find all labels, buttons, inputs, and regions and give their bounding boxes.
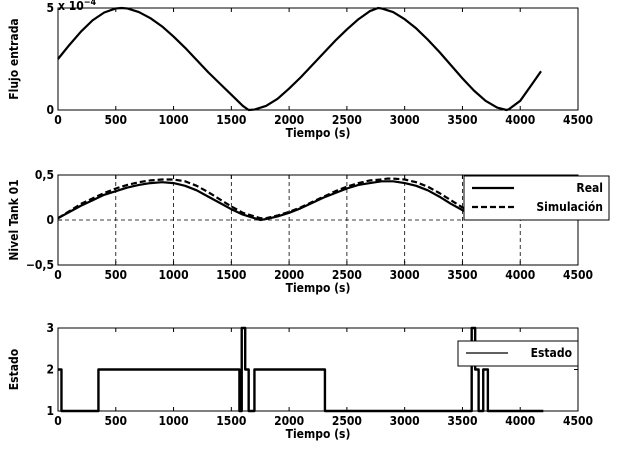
- x-tick-label: 3000: [390, 268, 420, 282]
- x-tick-label: 3500: [447, 113, 477, 127]
- x-tick-label: 4000: [505, 113, 535, 127]
- series-line-1: [57, 180, 475, 222]
- x-tick-label: 1000: [159, 414, 189, 428]
- x-tick-label: 4000: [505, 414, 535, 428]
- x-tick-label: 2500: [332, 414, 362, 428]
- y-tick-label: 0,5: [35, 168, 54, 182]
- x-tick-label: 4500: [563, 268, 593, 282]
- legend-label: Estado: [531, 346, 572, 360]
- x-tick-label: 3500: [447, 414, 477, 428]
- legend-label: Simulación: [536, 200, 603, 214]
- x-tick-label: 1500: [216, 414, 246, 428]
- legend-box: [463, 175, 610, 221]
- x-tick-label: 2500: [332, 113, 362, 127]
- y-tick-label: −0,5: [26, 258, 54, 272]
- x-tick-label: 0: [54, 113, 62, 127]
- x-axis-label: Tiempo (s): [286, 126, 351, 140]
- y-tick-label: 3: [46, 321, 54, 335]
- y-tick-label: 1: [46, 404, 54, 418]
- y-scale-note: x 10−4: [58, 0, 97, 13]
- x-tick-label: 4500: [563, 414, 593, 428]
- x-tick-label: 2500: [332, 268, 362, 282]
- series-line-1: [57, 6, 542, 112]
- x-tick-label: 1500: [216, 268, 246, 282]
- x-axis-label: Tiempo (s): [286, 427, 351, 441]
- y-axis-label: Estado: [7, 349, 21, 390]
- x-tick-label: 3000: [390, 414, 420, 428]
- y-axis-label: Flujo entrada: [7, 18, 21, 99]
- x-tick-label: 500: [105, 414, 128, 428]
- y-scale-exponent: −4: [84, 0, 97, 8]
- x-tick-label: 2000: [274, 113, 304, 127]
- x-tick-label: 500: [105, 113, 128, 127]
- x-tick-label: 0: [54, 268, 62, 282]
- x-tick-label: 1000: [159, 268, 189, 282]
- y-tick-label: 0: [46, 213, 54, 227]
- legend: Estado: [457, 340, 579, 367]
- series-line-1: [58, 326, 544, 413]
- x-tick-label: 4000: [505, 268, 535, 282]
- y-tick-label: 2: [46, 363, 54, 377]
- x-axis-label: Tiempo (s): [286, 281, 351, 295]
- subplot-3: 0 500 1000 1500 2000 2500 3000 3500 4000 4500 1 2 3 T…: [7, 321, 593, 441]
- subplot-2: 0 500 1000 1500 2000 2500 3000 3500 4000 4500 −0,5…: [7, 168, 610, 295]
- legend: Real Simulación: [463, 175, 610, 221]
- series-line-2: [57, 177, 475, 220]
- x-tick-label: 500: [105, 268, 128, 282]
- x-tick-label: 2000: [274, 414, 304, 428]
- y-tick-label: 0: [46, 103, 54, 117]
- legend-label: Real: [576, 181, 603, 195]
- y-axis-label: Nivel Tank 01: [7, 179, 21, 260]
- axes-box: [57, 7, 579, 111]
- y-tick-label: 5: [46, 1, 54, 15]
- subplot-1: 0 500 1000 1500 2000 2500 3000 3500 4000 4500 0 5 Ti…: [7, 0, 593, 140]
- x-tick-label: 1500: [216, 113, 246, 127]
- x-tick-label: 3500: [447, 268, 477, 282]
- x-tick-label: 4500: [563, 113, 593, 127]
- x-tick-label: 2000: [274, 268, 304, 282]
- x-tick-label: 0: [54, 414, 62, 428]
- x-tick-label: 3000: [390, 113, 420, 127]
- x-tick-label: 1000: [159, 113, 189, 127]
